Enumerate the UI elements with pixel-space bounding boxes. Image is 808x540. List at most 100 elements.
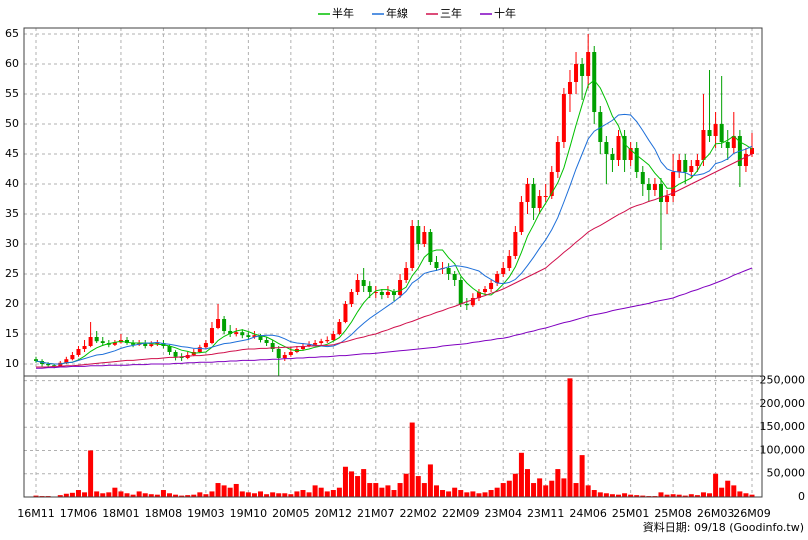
candle-body — [416, 226, 421, 244]
volume-bar — [555, 469, 561, 497]
volume-bar — [603, 493, 609, 497]
volume-bar — [403, 473, 409, 497]
candle-body — [567, 82, 572, 94]
volume-bar — [215, 483, 221, 497]
candle-body — [640, 172, 645, 184]
volume-bar — [264, 494, 270, 497]
candle-body — [112, 342, 117, 345]
volume-bar — [670, 494, 676, 497]
candle-body — [537, 196, 542, 208]
legend-label: 三年 — [440, 6, 462, 20]
candle-body — [276, 349, 281, 358]
volume-bar — [476, 493, 482, 497]
candle-body — [355, 280, 360, 292]
volume-bar — [585, 485, 591, 497]
candle-body — [750, 148, 754, 154]
volume-bar — [166, 493, 172, 497]
candle-body — [373, 292, 378, 293]
candle-body — [100, 341, 105, 343]
candle-body — [671, 172, 676, 196]
x-tick-label: 21M07 — [357, 507, 395, 520]
volume-bar — [318, 487, 324, 497]
candle-body — [580, 64, 585, 76]
volume-bar — [276, 493, 282, 497]
candle-body — [665, 196, 670, 202]
y-tick-label: 25 — [5, 267, 19, 280]
candle-body — [616, 136, 621, 160]
volume-bar — [713, 473, 719, 497]
volume-bar — [512, 473, 518, 497]
candle-body — [398, 280, 403, 295]
volume-bar — [239, 491, 245, 497]
candle-body — [725, 142, 730, 148]
candle-body — [264, 340, 269, 343]
candle-body — [434, 262, 439, 268]
candle-body — [173, 352, 178, 357]
volume-bar — [75, 490, 81, 497]
volume-bar — [628, 494, 634, 497]
candle-body — [604, 142, 609, 154]
volume-bar — [737, 491, 743, 497]
x-tick-label: 24M06 — [569, 507, 607, 520]
candle-body — [610, 154, 615, 160]
x-tick-label: 18M01 — [102, 507, 140, 520]
candle-body — [689, 166, 694, 172]
volume-bar — [82, 492, 88, 497]
volume-bar — [421, 483, 427, 497]
candle-body — [34, 359, 38, 361]
candle-body — [495, 274, 500, 283]
volume-bar — [549, 480, 555, 497]
candle-body — [525, 184, 530, 202]
candle-body — [392, 292, 396, 295]
candle-body — [555, 142, 560, 172]
volume-bar — [203, 494, 209, 497]
candle-body — [313, 343, 318, 345]
volume-frame — [23, 375, 763, 498]
volume-bar — [130, 494, 136, 497]
volume-bar — [506, 480, 512, 497]
volume-bar — [336, 487, 342, 497]
candle-body — [222, 319, 227, 331]
volume-bar — [573, 483, 579, 497]
volume-bar — [682, 495, 688, 497]
x-tick-label: 18M08 — [145, 507, 183, 520]
candle-body — [331, 334, 336, 340]
volume-bar — [658, 492, 664, 497]
candle-body — [707, 130, 712, 136]
volume-bar — [749, 494, 755, 497]
x-tick-label: 26M09 — [733, 507, 771, 520]
volume-bar — [616, 494, 622, 497]
candle-body — [125, 340, 130, 343]
volume-bar — [391, 490, 397, 497]
candle-body — [519, 202, 524, 232]
y-tick-label: 15 — [5, 327, 19, 340]
volume-bar — [221, 485, 227, 497]
x-tick-label: 25M08 — [654, 507, 692, 520]
x-tick-label: 26M03 — [697, 507, 735, 520]
candle-body — [203, 343, 208, 348]
candle-body — [501, 268, 506, 274]
volume-bar — [464, 492, 470, 497]
volume-bar — [622, 493, 628, 497]
candle-body — [543, 196, 548, 197]
candle-body — [246, 335, 251, 337]
volume-bar — [33, 495, 39, 497]
y2-tick-label: 150,000 — [760, 420, 806, 433]
candle-body — [646, 184, 651, 190]
candle-body — [88, 337, 93, 346]
volume-bar — [330, 490, 336, 497]
candle-body — [428, 232, 433, 262]
candle-body — [52, 365, 57, 367]
y2-tick-label: 50,000 — [767, 467, 806, 480]
candle-body — [131, 343, 136, 345]
volume-bar — [731, 485, 737, 497]
volume-bar — [609, 494, 615, 497]
volume-bar — [185, 495, 191, 497]
candle-body — [197, 347, 202, 352]
y2-tick-label: 0 — [798, 490, 805, 503]
volume-bar — [458, 490, 464, 497]
volume-bar — [367, 483, 373, 497]
volume-bar — [640, 495, 646, 497]
candle-body — [252, 335, 257, 337]
candle-body — [64, 359, 69, 363]
